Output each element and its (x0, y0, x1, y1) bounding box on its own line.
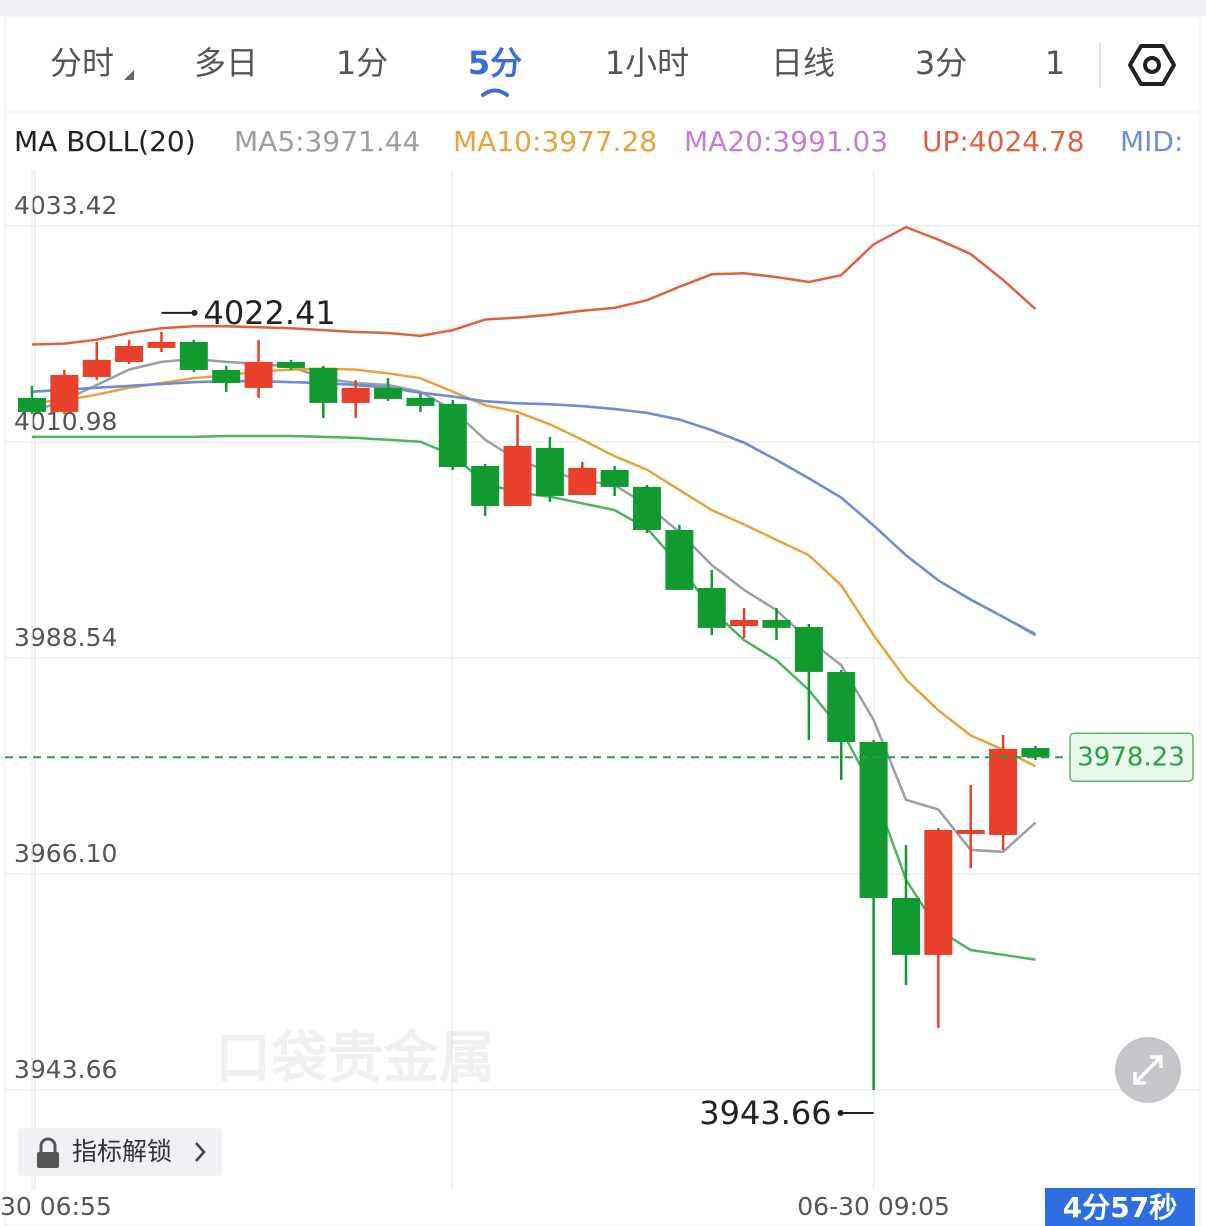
candle-body (309, 367, 338, 403)
y-tick-label: 4033.42 (14, 191, 117, 220)
legend-entry: MID: (1120, 125, 1183, 158)
legend-entry: MA10:3977.28 (453, 125, 657, 158)
candle-body (244, 361, 273, 388)
tab[interactable]: 分时 (50, 44, 114, 82)
candle-body (827, 671, 856, 742)
max-label: 4022.41 (203, 294, 335, 332)
tab[interactable]: 1 (1045, 44, 1065, 82)
y-tick-label: 3966.10 (14, 839, 117, 868)
y-tick-label: 3988.54 (14, 623, 117, 652)
x-tick-label: 06-30 09:05 (797, 1192, 950, 1221)
candle-body (633, 486, 662, 530)
tab-bar: 分时 多日 1分 5分 1小时 日线 3分 1 (50, 42, 1176, 97)
legend: MA5:3971.44 MA10:3977.28 MA20:3991.03 UP:40… (234, 125, 1183, 158)
settings-button[interactable] (1128, 44, 1176, 86)
candle-body (665, 529, 694, 590)
tab[interactable]: 日线 (771, 44, 835, 82)
candle-body (438, 403, 467, 467)
indicator-line (31, 379, 1037, 637)
candle-body (794, 626, 823, 672)
candle-body (924, 829, 953, 955)
legend-entry: MA20:3991.03 (684, 125, 888, 158)
last-price-label: 3978.23 (1077, 743, 1185, 773)
indicator-label[interactable]: MA BOLL(20) (14, 125, 196, 158)
tab[interactable]: 1分 (336, 44, 388, 82)
tab[interactable]: 1小时 (605, 44, 689, 82)
min-label: 3943.66 (699, 1094, 831, 1132)
candle-body (374, 387, 403, 399)
active-indicator (481, 88, 509, 97)
expand-button[interactable] (1115, 1037, 1181, 1103)
candle-body (115, 345, 144, 362)
max-dot (191, 309, 198, 316)
watermark: 口袋贵金属 (215, 1026, 495, 1091)
y-tick-label: 3943.66 (14, 1055, 117, 1084)
tab[interactable]: 多日 (194, 44, 258, 82)
unlock-label: 指标解锁 (72, 1137, 172, 1166)
candle-body (891, 897, 920, 955)
candle-body (1021, 747, 1050, 758)
legend-entry: MA5:3971.44 (234, 125, 420, 158)
candle-body (17, 397, 46, 412)
unlock-button[interactable]: 指标解锁 (18, 1128, 222, 1176)
candle-body (503, 445, 532, 506)
tab-dropdown (124, 70, 134, 80)
last-price-tag (1069, 732, 1194, 782)
candle-body (471, 465, 500, 506)
tab-active[interactable]: 5分 (468, 44, 522, 82)
countdown: 4分57秒 (1063, 1191, 1177, 1224)
candle-body (212, 369, 241, 383)
candle-body (82, 359, 111, 377)
candle-body (568, 467, 597, 495)
candle-body (406, 397, 435, 406)
countdown-box (1045, 1188, 1195, 1226)
chart-card (4, 15, 1201, 1226)
indicator-line (31, 367, 1037, 768)
candle-body (179, 341, 208, 370)
candle-body (762, 619, 791, 628)
candle-body (730, 619, 759, 626)
overlay: 4022.41 3943.66 3978.23 (5, 294, 1194, 1132)
legend-entry: UP:4024.78 (922, 125, 1085, 158)
top-strip (0, 0, 1206, 16)
tab[interactable]: 3分 (915, 44, 967, 82)
candle-body (859, 741, 888, 898)
candle-body (276, 361, 305, 368)
indicator-line (31, 225, 1037, 346)
candle-body (147, 341, 176, 348)
candle-body (600, 469, 629, 487)
candle-body (50, 374, 79, 412)
candle-body (989, 748, 1018, 835)
min-dot (837, 1109, 844, 1116)
candle-body (956, 829, 985, 834)
candle-body (341, 387, 370, 403)
x-tick-label: 30 06:55 (0, 1192, 112, 1221)
candle-body (535, 447, 564, 496)
candle-body (697, 587, 726, 628)
